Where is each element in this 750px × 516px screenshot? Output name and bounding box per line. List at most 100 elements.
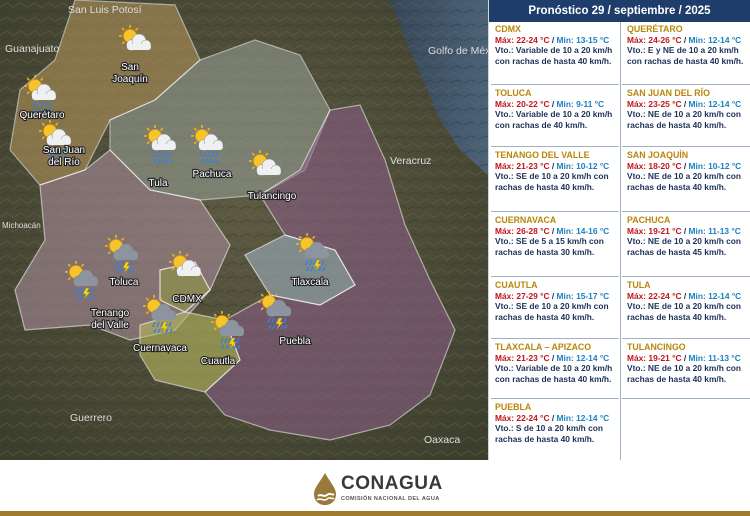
- forecast-min: Min: 10-12 °C: [688, 160, 742, 171]
- city-label-line: San: [121, 62, 139, 73]
- row-divider: [622, 146, 750, 147]
- city-label: Cuautla: [201, 356, 236, 367]
- forecast-min: Min: 11-13 °C: [688, 352, 741, 363]
- region-label: Michoacán: [2, 221, 41, 230]
- forecast-city: CUERNAVACA: [495, 215, 557, 225]
- forecast-wind: Vto.: SE de 10 a 20 km/h con rachas de h…: [495, 301, 609, 322]
- forecast-city: CDMX: [495, 24, 521, 34]
- forecast-city: TULA: [627, 280, 651, 290]
- panel-title: Pronóstico 29 / septiembre / 2025: [489, 0, 750, 22]
- forecast-max: Máx: 21-23 °C: [495, 160, 550, 171]
- sun-cloud-rain-icon: [144, 125, 177, 164]
- city-label: San Joaquín: [112, 62, 148, 85]
- city-label: Querétaro: [19, 110, 64, 121]
- forecast-city: QUERÉTARO: [627, 24, 683, 34]
- footer: CONAGUA COMISIÓN NACIONAL DEL AGUA: [0, 460, 750, 516]
- region-puebla: [204, 104, 456, 441]
- forecast-city: TOLUCA: [495, 88, 532, 98]
- forecast-min: Min: 14-16 °C: [556, 225, 610, 236]
- cloud-icon: [256, 158, 282, 176]
- forecast-wind: Vto.: E y NE de 10 a 20 km/h con rachas …: [627, 45, 744, 66]
- forecast-min: Min: 9-11 °C: [556, 98, 605, 109]
- city-label-line: del Río: [48, 157, 80, 168]
- forecast-cell: QUERÉTARO Máx: 24-26 °C / Min: 12-14 °C Vt…: [623, 22, 750, 68]
- forecast-city: SAN JOAQUÍN: [627, 150, 689, 160]
- city-label: Puebla: [279, 336, 311, 347]
- forecast-max: Máx: 27-29 °C: [495, 290, 550, 301]
- city-label-line: Puebla: [279, 336, 311, 347]
- cloud-icon: [46, 128, 72, 146]
- sun-cloud-rain-icon: [24, 75, 57, 114]
- city-label-line: Tulancingo: [248, 191, 297, 202]
- city-label: Cuernavaca: [133, 343, 187, 354]
- cloud-icon: [219, 319, 245, 337]
- forecast-max: Máx: 22-24 °C: [495, 34, 550, 45]
- forecast-max: Máx: 19-21 °C: [627, 352, 682, 363]
- forecast-wind: Vto.: S de 10 a 20 km/h con rachas de ha…: [495, 423, 603, 444]
- forecast-max: Máx: 21-23 °C: [495, 352, 550, 363]
- forecast-min: Min: 12-14 °C: [556, 412, 610, 423]
- forecast-min: Min: 13-15 °C: [556, 34, 610, 45]
- storm-icon: [143, 295, 177, 334]
- forecast-cell: TENANGO DEL VALLE Máx: 21-23 °C / Min: 10…: [491, 148, 619, 194]
- forecast-city: TULANCINGO: [627, 342, 686, 352]
- map-svg: San Luis Potosí Guanajuato Golfo de Méxi…: [0, 0, 504, 460]
- forecast-min: Min: 12-14 °C: [688, 98, 742, 109]
- forecast-cell: CUERNAVACA Máx: 26-28 °C / Min: 14-16 °C V…: [491, 213, 619, 259]
- forecast-cell: TULA Máx: 22-24 °C / Min: 12-14 °C Vto.: N…: [623, 278, 750, 324]
- city-label: Toluca: [110, 277, 139, 288]
- logo-subtitle: COMISIÓN NACIONAL DEL AGUA: [341, 496, 440, 502]
- conagua-logo: CONAGUA COMISIÓN NACIONAL DEL AGUA: [312, 470, 442, 510]
- cloud-icon: [176, 259, 202, 277]
- cloud-icon: [73, 269, 99, 287]
- footer-bar: [0, 511, 750, 516]
- city-label-line: Tlaxcala: [291, 277, 329, 288]
- city-label-line: Pachuca: [193, 169, 232, 180]
- region-label: San Luis Potosí: [68, 4, 142, 16]
- row-divider: [491, 146, 619, 147]
- rain-icon: [152, 151, 173, 164]
- row-divider: [622, 398, 750, 399]
- city-layer: San Joaquín Querétaro San Juan del Río Tula Pa…: [18, 25, 330, 368]
- forecast-cell: SAN JOAQUÍN Máx: 18-20 °C / Min: 10-12 °C…: [623, 148, 750, 194]
- row-divider: [622, 338, 750, 339]
- forecast-max: Máx: 18-20 °C: [627, 160, 682, 171]
- region-label: Guanajuato: [5, 43, 59, 55]
- forecast-min: Min: 12-14 °C: [688, 290, 742, 301]
- forecast-wind: Vto.: Variable de 10 a 20 km/h con racha…: [495, 109, 613, 130]
- forecast-grid: CDMX Máx: 22-24 °C / Min: 13-15 °C Vto.: V…: [489, 22, 750, 460]
- sun-cloud-rain-icon: [39, 120, 72, 159]
- forecast-cell: PACHUCA Máx: 19-21 °C / Min: 11-13 °C Vto.…: [623, 213, 750, 259]
- forecast-wind: Vto.: NE de 10 a 20 km/h con rachas de h…: [627, 109, 742, 130]
- region-label: Oaxaca: [424, 434, 460, 446]
- forecast-wind: Vto.: NE de 10 a 20 km/h con rachas de h…: [627, 236, 742, 257]
- sun-cloud-icon: [169, 251, 202, 277]
- region-label: Veracruz: [390, 155, 431, 167]
- cloud-icon: [113, 243, 139, 261]
- city-label: CDMX: [172, 294, 202, 305]
- forecast-wind: Vto.: SE de 10 a 20 km/h con rachas de h…: [495, 171, 609, 192]
- forecast-wind: Vto.: Variable de 10 a 20 km/h con racha…: [495, 363, 613, 384]
- city-label: Tlaxcala: [291, 277, 329, 288]
- row-divider: [491, 84, 619, 85]
- forecast-cell: TOLUCA Máx: 20-22 °C / Min: 9-11 °C Vto.: …: [491, 86, 619, 132]
- forecast-max: Máx: 23-25 °C: [627, 98, 682, 109]
- city-label: Tula: [148, 178, 168, 189]
- cloud-icon: [31, 83, 57, 101]
- forecast-cell: SAN JUAN DEL RÍO Máx: 23-25 °C / Min: 12-…: [623, 86, 750, 132]
- forecast-min: Min: 15-17 °C: [556, 290, 610, 301]
- forecast-city: PUEBLA: [495, 402, 532, 412]
- storm-icon: [65, 261, 99, 300]
- rain-icon: [32, 101, 53, 114]
- forecast-max: Máx: 22-24 °C: [495, 412, 550, 423]
- column-divider: [620, 22, 621, 460]
- forecast-max: Máx: 24-26 °C: [627, 34, 682, 45]
- forecast-city: TENANGO DEL VALLE: [495, 150, 590, 160]
- rain-icon: [47, 146, 68, 159]
- water-drop-icon: [314, 473, 336, 505]
- city-label-line: Joaquín: [112, 74, 148, 85]
- forecast-max: Máx: 22-24 °C: [627, 290, 682, 301]
- cloud-icon: [266, 299, 292, 317]
- forecast-panel: Pronóstico 29 / septiembre / 2025 CDMX Má…: [488, 0, 750, 460]
- region-label: Golfo de México: [428, 45, 488, 57]
